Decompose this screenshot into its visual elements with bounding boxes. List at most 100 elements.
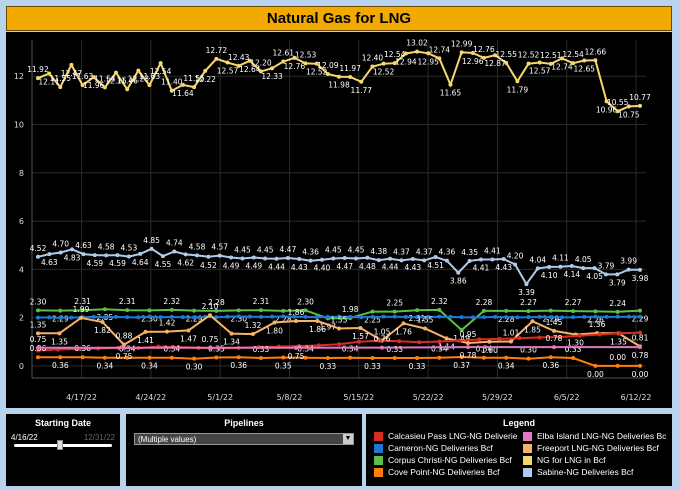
legend-item[interactable]: Freeport LNG-NG Deliveries Bcf xyxy=(523,443,666,453)
legend-item[interactable]: Calcasieu Pass LNG-NG Deliveries .. xyxy=(374,431,517,441)
data-label: 12.72 xyxy=(206,46,228,55)
data-point xyxy=(392,61,397,66)
legend-item[interactable]: Corpus Christi-NG Deliveries Bcf xyxy=(374,455,517,465)
data-label: 3.98 xyxy=(632,274,649,283)
data-point xyxy=(251,332,255,337)
legend-item[interactable]: Cameron-NG Deliveries Bcf xyxy=(374,443,517,453)
data-label: 4.10 xyxy=(541,271,558,280)
data-point xyxy=(180,82,185,87)
pipelines-filter: Pipelines (Multiple values) ▼ xyxy=(126,414,362,486)
x-tick-label: 5/1/22 xyxy=(207,393,233,402)
data-point xyxy=(281,314,286,319)
data-point xyxy=(125,308,130,313)
legend-label: Corpus Christi-NG Deliveries Bcf xyxy=(388,455,512,465)
data-point xyxy=(577,333,582,338)
data-label: 0.78 xyxy=(546,334,563,343)
data-point xyxy=(615,109,620,114)
chevron-down-icon[interactable]: ▼ xyxy=(343,434,353,444)
legend-item[interactable]: NG for LNG in Bcf xyxy=(523,455,666,465)
data-point xyxy=(229,331,234,336)
data-label: 12.74 xyxy=(429,45,451,54)
data-point xyxy=(47,71,52,76)
data-point xyxy=(370,355,375,360)
data-point xyxy=(638,330,642,335)
data-label: 0.88 xyxy=(116,332,133,341)
data-label: 4.49 xyxy=(223,262,240,271)
data-label: 12.11 xyxy=(38,78,60,87)
data-label: 12.57 xyxy=(529,66,551,75)
data-point xyxy=(597,332,602,337)
data-point xyxy=(69,62,74,67)
data-point xyxy=(258,314,263,319)
data-point xyxy=(470,315,475,320)
data-point xyxy=(638,345,642,350)
data-point xyxy=(58,315,63,320)
data-label: 12.54 xyxy=(384,50,406,59)
data-label: 0.75 xyxy=(202,335,219,344)
data-label: 1.35 xyxy=(30,320,47,329)
legend-item[interactable]: Elba Island LNG-NG Deliveries Bcf xyxy=(523,431,666,441)
data-point xyxy=(47,315,52,320)
data-point xyxy=(537,314,542,319)
data-point xyxy=(80,308,85,313)
data-label: 0.75 xyxy=(288,352,305,361)
data-label: 4.59 xyxy=(109,259,126,268)
data-point xyxy=(615,272,620,277)
data-point xyxy=(104,253,109,258)
data-point xyxy=(147,83,152,88)
data-point xyxy=(376,258,381,263)
data-label: 11.77 xyxy=(351,86,373,95)
data-point xyxy=(537,335,542,340)
data-point xyxy=(593,309,598,314)
data-point xyxy=(509,339,513,344)
data-point xyxy=(481,315,486,320)
starting-date-label: Starting Date xyxy=(34,418,91,428)
data-label: 12.51 xyxy=(540,51,562,60)
data-label: 2.24 xyxy=(609,299,626,308)
data-label: 2.29 xyxy=(632,315,649,324)
data-label: 4.37 xyxy=(393,247,410,256)
data-label: 4.63 xyxy=(75,241,92,250)
data-point xyxy=(236,308,241,313)
x-tick-label: 4/17/22 xyxy=(66,393,97,402)
y-tick-label: 10 xyxy=(14,121,24,130)
x-tick-label: 6/12/22 xyxy=(621,393,652,402)
data-label: 0.00 xyxy=(632,370,649,379)
data-point xyxy=(214,355,219,360)
data-label: 0.78 xyxy=(460,351,477,360)
data-point xyxy=(504,308,509,313)
data-label: 4.41 xyxy=(473,263,490,272)
data-point xyxy=(102,355,107,360)
data-point xyxy=(192,308,197,313)
data-point xyxy=(493,53,498,58)
data-point xyxy=(593,58,598,63)
date-slider-handle[interactable] xyxy=(57,440,64,450)
data-point xyxy=(192,315,197,320)
data-point xyxy=(626,314,631,319)
data-label: 12.52 xyxy=(306,68,328,77)
pipelines-label: Pipelines xyxy=(224,418,264,428)
data-point xyxy=(437,307,442,312)
date-slider-track[interactable] xyxy=(14,440,112,450)
pipelines-dropdown[interactable]: (Multiple values) ▼ xyxy=(134,433,354,445)
x-tick-label: 5/15/22 xyxy=(343,393,374,402)
data-label: 2.28 xyxy=(476,298,493,307)
legend-item[interactable]: Cove Point-NG Deliveries Bcf xyxy=(374,467,517,477)
data-label: 2.30 xyxy=(141,314,158,323)
data-point xyxy=(444,258,449,263)
data-point xyxy=(615,314,620,319)
data-label: 11.65 xyxy=(440,89,462,98)
data-point xyxy=(80,83,85,88)
data-label: 12.52 xyxy=(518,51,540,60)
data-point xyxy=(36,254,40,259)
legend-item[interactable]: Sabine-NG Deliveries Bcf xyxy=(523,467,666,477)
data-point xyxy=(548,355,553,360)
x-tick-label: 5/8/22 xyxy=(277,393,303,402)
data-point xyxy=(504,315,509,320)
data-label: 4.37 xyxy=(416,247,433,256)
data-label: 11.96 xyxy=(83,81,105,90)
data-label: 2.25 xyxy=(364,316,381,325)
data-point xyxy=(626,104,631,109)
data-label: 4.05 xyxy=(586,272,603,281)
data-point xyxy=(122,342,126,347)
